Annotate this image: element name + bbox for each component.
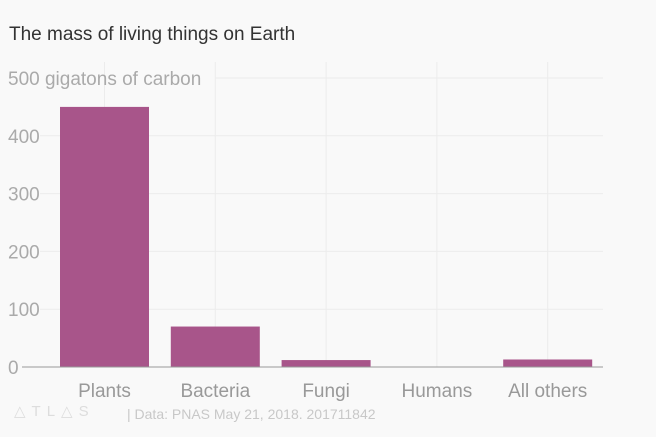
y-tick-label: 200	[8, 242, 40, 263]
y-tick-label: 400	[8, 127, 40, 148]
x-tick-label: Plants	[78, 381, 131, 402]
bar-bacteria	[170, 326, 260, 367]
y-tick-label: 500 gigatons of carbon	[8, 69, 201, 90]
chart-title: The mass of living things on Earth	[9, 24, 296, 45]
bar-all-others	[503, 359, 593, 367]
y-tick-label: 100	[8, 300, 40, 321]
x-tick-label: Bacteria	[180, 381, 250, 402]
x-tick-label: Humans	[402, 381, 473, 402]
y-tick-label: 0	[8, 358, 19, 379]
bar-fungi	[281, 360, 371, 367]
source-note: | Data: PNAS May 21, 2018. 201711842	[127, 406, 376, 422]
x-tick-label: All others	[508, 381, 587, 402]
bar-plants	[60, 106, 149, 368]
x-tick-label: Fungi	[302, 381, 350, 402]
atlas-logo: △TL△S	[14, 403, 95, 420]
y-tick-label: 300	[8, 185, 40, 206]
